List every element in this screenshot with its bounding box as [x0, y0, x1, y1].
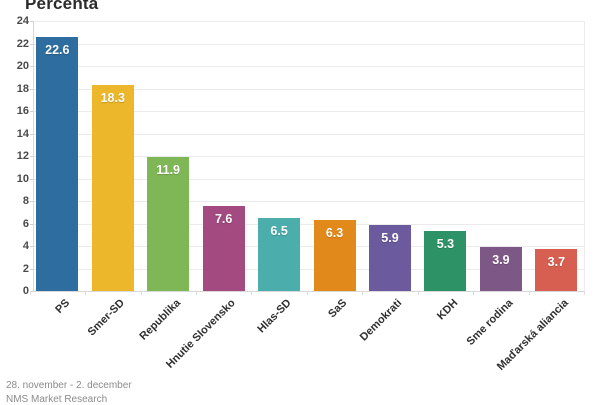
y-axis-label: 4: [22, 240, 29, 252]
x-axis-tick: [85, 291, 87, 295]
bar-value-label: 22.6: [45, 42, 70, 57]
x-axis-tick: [528, 291, 530, 295]
x-axis-label: Hlas-SD: [255, 297, 294, 336]
y-axis-tick: [30, 156, 33, 157]
chart-title: Percentá: [25, 0, 99, 13]
bar: 3.9: [479, 247, 522, 291]
x-axis-label: Smer-SD: [85, 297, 128, 339]
gridline: [33, 88, 584, 90]
x-axis-tick: [251, 291, 253, 295]
bar: 3.7: [535, 249, 578, 291]
bar-value-label: 7.6: [214, 211, 233, 226]
y-axis-label: 14: [16, 127, 29, 140]
x-axis-tick: [140, 291, 142, 295]
bar-value-label: 18.3: [100, 91, 125, 106]
bar-value-label: 5.3: [436, 237, 455, 252]
x-axis-label: SaS: [325, 297, 350, 321]
x-axis-tick: [473, 291, 475, 295]
y-axis-tick: [30, 178, 33, 180]
y-axis-label: 8: [22, 195, 29, 207]
x-axis-tick: [417, 291, 419, 295]
x-axis-tick: [29, 291, 31, 295]
y-axis-label: 12: [16, 150, 29, 162]
bar: 22.6: [36, 36, 79, 291]
y-axis-tick: [30, 246, 33, 247]
bar: 6.3: [313, 220, 356, 291]
gridline: [33, 201, 584, 202]
y-axis-label: 0: [22, 285, 29, 297]
x-axis-tick: [306, 291, 308, 295]
bar-value-label: 3.9: [492, 253, 510, 268]
gridline: [33, 178, 584, 180]
y-axis-tick: [30, 43, 33, 45]
y-axis-tick: [30, 66, 33, 67]
bar: 6.5: [258, 217, 301, 291]
gridline: [33, 156, 584, 157]
y-axis-tick: [30, 201, 33, 202]
gridline: [33, 223, 584, 225]
y-axis-tick: [30, 133, 33, 135]
gridline: [33, 291, 584, 292]
bar: 5.9: [369, 224, 411, 291]
gridline: [33, 133, 584, 135]
bar-value-label: 6.5: [270, 223, 288, 238]
y-axis-tick: [30, 111, 33, 112]
gridline: [33, 111, 584, 112]
y-axis-label: 22: [16, 37, 29, 50]
x-axis-tick: [584, 291, 586, 295]
y-axis-label: 20: [16, 60, 29, 72]
y-axis-tick: [30, 223, 33, 225]
y-axis-tick: [30, 291, 33, 292]
bar: 5.3: [424, 231, 467, 291]
y-axis-label: 6: [22, 217, 29, 230]
gridline: [33, 66, 584, 67]
footer-date-range: 28. november - 2. december: [6, 380, 132, 391]
bar-value-label: 3.7: [547, 255, 566, 270]
y-axis-label: 2: [22, 262, 29, 275]
x-axis-label: PS: [52, 297, 72, 316]
bar-value-label: 5.9: [381, 230, 399, 245]
gridline: [33, 21, 584, 22]
gridline: [33, 268, 584, 270]
gridline: [33, 246, 584, 247]
bar: 11.9: [147, 157, 190, 291]
y-axis-label: 10: [16, 172, 29, 185]
x-axis-label: Demokrati: [357, 297, 405, 344]
x-axis-label: KDH: [434, 297, 460, 323]
bar-value-label: 11.9: [156, 163, 180, 178]
y-axis-tick: [30, 21, 33, 22]
bar-value-label: 6.3: [325, 226, 344, 241]
x-axis-label: Sme rodina: [464, 297, 516, 348]
bar: 18.3: [91, 85, 134, 291]
x-axis-tick: [195, 291, 197, 295]
bar: 7.6: [202, 205, 245, 291]
y-axis-line: [33, 21, 34, 291]
y-axis-label: 16: [16, 105, 29, 117]
y-axis-tick: [30, 88, 33, 90]
y-axis-label: 24: [16, 15, 29, 27]
gridline: [33, 43, 584, 45]
plot-right-border: [584, 21, 585, 291]
x-axis-label: Republika: [137, 297, 183, 343]
y-axis-label: 18: [16, 82, 29, 95]
x-axis-tick: [362, 291, 364, 295]
y-axis-tick: [30, 268, 33, 270]
